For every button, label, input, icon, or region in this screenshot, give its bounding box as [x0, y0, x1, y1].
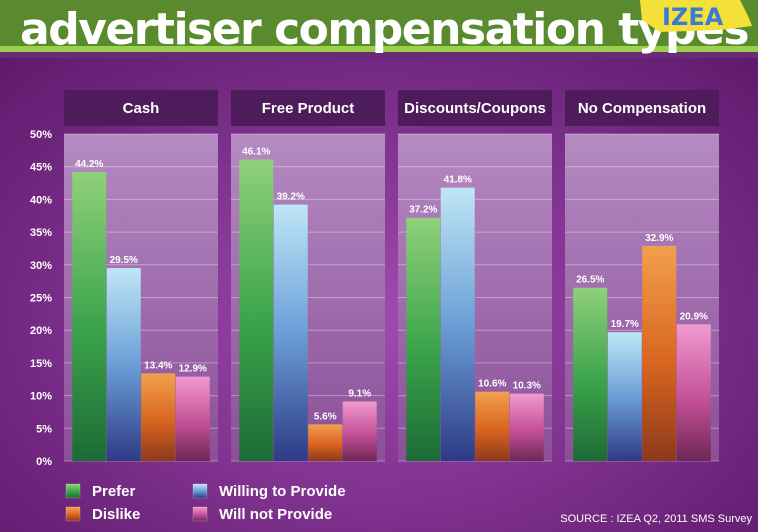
- bar-value-label: 13.4%: [144, 360, 172, 371]
- legend-item-prefer: Prefer: [65, 483, 136, 500]
- bar-willing: [440, 187, 475, 462]
- bar-value-label: 39.2%: [277, 192, 305, 203]
- source-note: SOURCE : IZEA Q2, 2011 SMS Survey: [560, 513, 752, 525]
- legend-label: Dislike: [92, 506, 140, 523]
- bar-dislike: [642, 245, 677, 461]
- bar-value-label: 9.1%: [348, 388, 371, 399]
- panel-header: [64, 90, 218, 126]
- bar-prefer: [406, 217, 441, 461]
- y-axis: 0% 5% 10% 15% 20% 25% 30% 35% 40% 45% 50%: [30, 129, 52, 468]
- bar-willing: [106, 268, 141, 461]
- bar-value-label: 29.5%: [110, 255, 138, 266]
- legend-label: Prefer: [92, 483, 136, 500]
- y-tick-label: 5%: [36, 423, 52, 435]
- legend-label: Will not Provide: [219, 506, 332, 523]
- y-tick-label: 15%: [30, 358, 52, 370]
- legend-swatch: [192, 506, 208, 522]
- header-stripe: [0, 46, 758, 52]
- bar-prefer: [573, 287, 608, 461]
- panel-label: Discounts/Coupons: [404, 100, 546, 117]
- bar-will_not: [342, 401, 377, 461]
- bar-dislike: [308, 424, 343, 461]
- legend-item-willing: Willing to Provide: [192, 483, 346, 500]
- y-tick-label: 20%: [30, 325, 52, 337]
- bar-value-label: 5.6%: [314, 411, 337, 422]
- y-tick-label: 0%: [36, 456, 52, 468]
- y-tick-label: 50%: [30, 129, 52, 141]
- legend: Prefer Dislike Willing to Provide Will not …: [65, 483, 346, 523]
- bar-value-label: 26.5%: [576, 275, 604, 286]
- y-tick-label: 30%: [30, 260, 52, 272]
- panel-label: Free Product: [262, 100, 355, 117]
- legend-swatch: [65, 483, 81, 499]
- bar-will_not: [509, 393, 544, 461]
- legend-item-dislike: Dislike: [65, 506, 140, 523]
- y-tick-label: 10%: [30, 391, 52, 403]
- bar-value-label: 32.9%: [645, 233, 673, 244]
- bar-will_not: [676, 324, 711, 461]
- bar-prefer: [239, 159, 274, 462]
- legend-label: Willing to Provide: [219, 483, 346, 500]
- bar-willing: [607, 332, 642, 461]
- panel-no-compensation: No Compensation 26.5% 19.7% 32.9% 20.9%: [565, 90, 719, 462]
- panel-header: [565, 90, 719, 126]
- bar-value-label: 10.6%: [478, 379, 506, 390]
- bar-value-label: 41.8%: [444, 175, 472, 186]
- bar-dislike: [141, 373, 176, 461]
- panel-label: No Compensation: [578, 100, 706, 117]
- panel-header: [231, 90, 385, 126]
- bar-prefer: [72, 171, 107, 461]
- y-tick-label: 25%: [30, 293, 52, 305]
- bar-value-label: 37.2%: [409, 205, 437, 216]
- panel-cash: Cash 44.2% 29.5% 13.4% 12.9%: [64, 90, 218, 462]
- bar-value-label: 46.1%: [242, 147, 270, 158]
- izea-logo: IZEA: [640, 0, 752, 32]
- bar-value-label: 20.9%: [680, 311, 708, 322]
- chart-panels: Cash 44.2% 29.5% 13.4% 12.9% Free Product 46.1…: [64, 90, 719, 462]
- bar-value-label: 44.2%: [75, 159, 103, 170]
- y-tick-label: 35%: [30, 227, 52, 239]
- y-tick-label: 45%: [30, 162, 52, 174]
- y-tick-label: 40%: [30, 194, 52, 206]
- logo-text: IZEA: [662, 3, 724, 31]
- bar-willing: [273, 204, 308, 461]
- bar-value-label: 10.3%: [513, 381, 541, 392]
- panel-discounts-coupons: Discounts/Coupons 37.2% 41.8% 10.6% 10.3%: [398, 90, 552, 462]
- bar-will_not: [175, 376, 210, 461]
- bar-dislike: [475, 391, 510, 461]
- header-stripe-dark: [0, 52, 758, 58]
- bar-value-label: 19.7%: [611, 319, 639, 330]
- panel-label: Cash: [123, 100, 160, 117]
- panel-header: [398, 90, 552, 126]
- chart-title: advertiser compensation types: [20, 4, 748, 55]
- bar-value-label: 12.9%: [179, 364, 207, 375]
- panel-free-product: Free Product 46.1% 39.2% 5.6% 9.1%: [231, 90, 385, 462]
- legend-item-will_not: Will not Provide: [192, 506, 332, 523]
- header-band: [0, 0, 758, 46]
- legend-swatch: [192, 483, 208, 499]
- legend-swatch: [65, 506, 81, 522]
